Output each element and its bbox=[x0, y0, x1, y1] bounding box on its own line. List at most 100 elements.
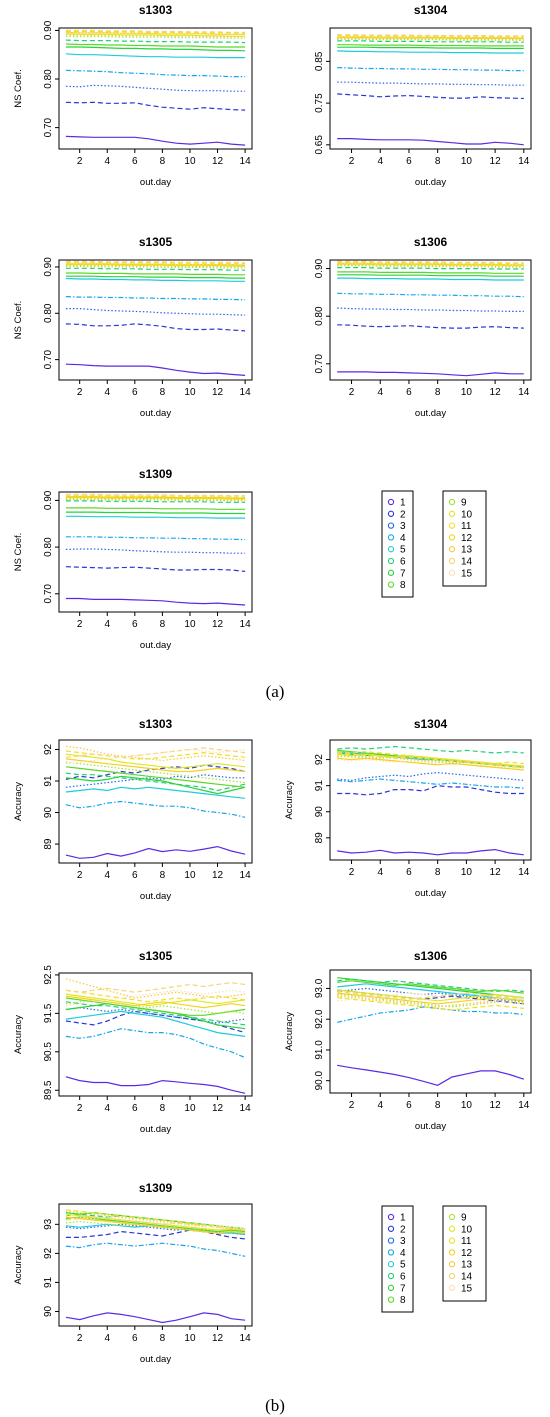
plot-frame bbox=[58, 27, 253, 150]
series-line-2 bbox=[65, 566, 246, 572]
series-line-8 bbox=[65, 272, 246, 276]
series-line-11 bbox=[337, 997, 524, 1011]
series-line-10 bbox=[337, 36, 524, 40]
series-line-13 bbox=[65, 745, 246, 762]
series-line-2 bbox=[65, 323, 246, 332]
legend-label-5: 5 bbox=[400, 1260, 406, 1271]
x-tick-label: 10 bbox=[184, 1103, 196, 1114]
y-tick-label: 0.80 bbox=[43, 537, 54, 557]
series-line-8 bbox=[65, 1216, 246, 1233]
y-tick-label: 91 bbox=[43, 1276, 54, 1288]
legend-marker-13 bbox=[448, 546, 456, 553]
x-tick-label: 10 bbox=[461, 387, 473, 398]
chart-panel-s1303: s1303 2 4 6 8 10 12 14 89 90 91 92 out.day Accuracy bbox=[13, 717, 253, 902]
legend-label-1: 1 bbox=[400, 1213, 406, 1224]
x-tick-label: 8 bbox=[160, 387, 166, 398]
series-line-9 bbox=[65, 761, 246, 784]
x-tick-label: 14 bbox=[240, 1333, 252, 1344]
series-line-6 bbox=[65, 1001, 246, 1026]
x-tick-label: 14 bbox=[518, 1100, 530, 1111]
series-line-2 bbox=[65, 1229, 246, 1240]
y-axis-label: NS Coef. bbox=[13, 301, 24, 340]
legend-marker-10 bbox=[448, 1225, 456, 1232]
legend-label-7: 7 bbox=[400, 568, 406, 579]
series-line-4 bbox=[337, 1006, 524, 1023]
legend-marker-15 bbox=[448, 569, 456, 576]
x-tick-label: 2 bbox=[349, 156, 355, 167]
series-line-2 bbox=[337, 989, 524, 1005]
series-line-6 bbox=[65, 500, 246, 503]
chart-panel-s1309: s1309 2 4 6 8 10 12 14 0.70 0.80 0.90 out.day NS Coe… bbox=[13, 467, 253, 651]
legend-label-4: 4 bbox=[400, 1248, 406, 1259]
series-line-8 bbox=[65, 997, 246, 1016]
y-tick-label: 90.0 bbox=[314, 1071, 325, 1091]
legend-marker-15 bbox=[448, 1284, 456, 1291]
legend-marker-6 bbox=[387, 557, 395, 565]
chart-title: s1304 bbox=[414, 717, 448, 731]
chart-panel-s1306: s1306 2 4 6 8 10 12 14 90.0 91.0 92.0 93.0 out.day Ac… bbox=[284, 949, 532, 1132]
legend-label-4: 4 bbox=[400, 533, 406, 544]
plot-frame bbox=[58, 739, 253, 864]
y-tick-label: 93.0 bbox=[314, 978, 325, 998]
chart-title: s1304 bbox=[414, 3, 448, 17]
legend-label-3: 3 bbox=[400, 1236, 406, 1247]
x-tick-label: 4 bbox=[377, 1100, 383, 1111]
x-tick-label: 8 bbox=[160, 1103, 166, 1114]
legend-label-15: 15 bbox=[461, 568, 473, 579]
chart-title: s1306 bbox=[414, 949, 448, 963]
chart-panel-s1306: s1306 2 4 6 8 10 12 14 0.70 0.80 0.90 out.day bbox=[314, 235, 532, 419]
y-tick-label: 90.5 bbox=[43, 1042, 54, 1062]
x-tick-label: 12 bbox=[490, 156, 502, 167]
chart-panel-s1305: s1305 2 4 6 8 10 12 14 89.5 90.5 91.5 92.5 out.day Ac… bbox=[13, 949, 253, 1135]
y-tick-label: 92.0 bbox=[314, 1009, 325, 1029]
y-tick-label: 0.90 bbox=[43, 20, 54, 40]
legend-marker-5 bbox=[387, 546, 395, 553]
x-axis-label: out.day bbox=[140, 408, 171, 419]
legend-label-6: 6 bbox=[400, 557, 406, 568]
x-tick-label: 10 bbox=[184, 156, 196, 167]
series-line-14 bbox=[65, 747, 246, 758]
x-tick-label: 6 bbox=[406, 1100, 412, 1111]
series-line-4 bbox=[65, 536, 246, 541]
x-tick-label: 6 bbox=[132, 619, 138, 630]
legend-marker-1 bbox=[387, 1213, 395, 1221]
legend-label-15: 15 bbox=[461, 1283, 473, 1294]
x-tick-label: 4 bbox=[104, 387, 110, 398]
series-line-14 bbox=[337, 34, 524, 37]
x-tick-label: 12 bbox=[490, 867, 502, 878]
series-line-5 bbox=[337, 277, 524, 281]
legend-label-10: 10 bbox=[461, 509, 473, 520]
y-tick-label: 0.90 bbox=[314, 258, 325, 278]
x-tick-label: 10 bbox=[461, 867, 473, 878]
series-line-1 bbox=[65, 1076, 246, 1094]
x-tick-label: 12 bbox=[212, 156, 224, 167]
x-tick-label: 2 bbox=[77, 156, 83, 167]
x-tick-label: 12 bbox=[490, 1100, 502, 1111]
series-line-6 bbox=[337, 978, 524, 993]
series-line-11 bbox=[337, 751, 524, 765]
x-tick-label: 2 bbox=[77, 1103, 83, 1114]
legend-marker-5 bbox=[387, 1261, 395, 1268]
chart-title: s1309 bbox=[139, 1181, 173, 1195]
chart-panel-s1305: s1305 2 4 6 8 10 12 14 0.70 0.80 0.90 out.day NS Coe… bbox=[13, 235, 253, 419]
x-axis-label: out.day bbox=[140, 640, 171, 651]
x-tick-label: 2 bbox=[349, 1100, 355, 1111]
series-line-2 bbox=[65, 101, 246, 111]
series-line-3 bbox=[65, 548, 246, 554]
chart-panel-s1304: s1304 2 4 6 8 10 12 14 0.65 0.75 0.85 out.day bbox=[314, 3, 532, 188]
legend-marker-4 bbox=[387, 1249, 395, 1256]
x-axis-label: out.day bbox=[140, 891, 171, 902]
x-tick-label: 8 bbox=[435, 867, 441, 878]
series-line-12 bbox=[337, 36, 524, 39]
plot-frame bbox=[329, 259, 532, 381]
legend-label-8: 8 bbox=[400, 580, 406, 591]
series-line-5 bbox=[65, 1010, 246, 1037]
x-tick-label: 8 bbox=[435, 156, 441, 167]
series-line-14 bbox=[337, 260, 524, 264]
y-tick-label: 91 bbox=[314, 780, 325, 792]
series-line-3 bbox=[337, 307, 524, 312]
series-line-7 bbox=[65, 775, 246, 795]
y-tick-label: 0.90 bbox=[43, 257, 54, 277]
plot-frame bbox=[58, 1203, 253, 1327]
